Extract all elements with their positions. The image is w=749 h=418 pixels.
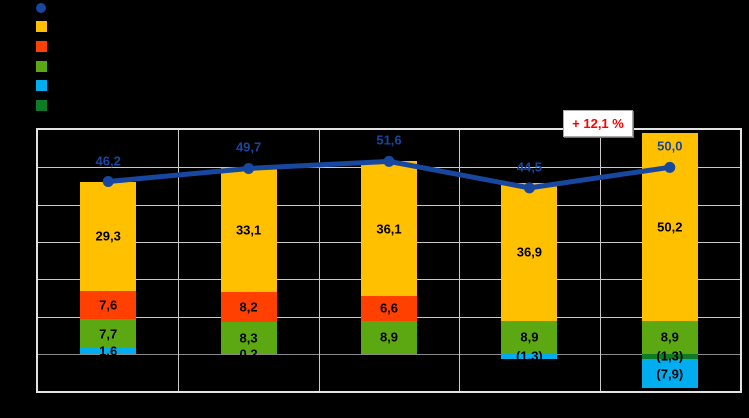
total-line-marker: [664, 161, 676, 173]
legend-marker-cyan-series: [36, 80, 47, 91]
zero-axis-line: [38, 354, 740, 355]
bar-segment-orange-red: [220, 291, 277, 323]
bar-segment-amber: [501, 183, 558, 321]
growth-annotation-badge: + 12,1 %: [563, 110, 633, 137]
bar-segment-label: 7,6: [99, 297, 118, 313]
bar-segment-label: 29,3: [95, 228, 121, 244]
bar-segment-cyan: [220, 353, 277, 355]
total-line-value-label: 44,5: [516, 159, 543, 175]
bar-segment-label: 8,3: [239, 330, 258, 346]
bar-segment-label: 8,2: [239, 299, 258, 315]
gridline-vertical: [599, 130, 601, 391]
bar-segment-label: 8,9: [660, 329, 679, 345]
total-line-marker: [383, 155, 395, 167]
bar-segment-green: [501, 320, 558, 354]
bar-segment-label: 0,2: [239, 346, 258, 362]
bar-segment-orange-red: [80, 290, 137, 320]
bar-segment-label: 1,6: [99, 343, 118, 359]
legend-marker-green-series: [36, 61, 47, 72]
bar-segment-dark-green: [641, 354, 698, 359]
bar-segment-green: [80, 319, 137, 348]
gridline-vertical: [459, 130, 461, 391]
bar-segment-orange-red: [361, 296, 417, 321]
total-line-marker: [243, 162, 255, 174]
bar-segment-label: (7,9): [656, 366, 684, 382]
gridline-vertical: [318, 130, 320, 391]
bar-segment-label: 8,9: [520, 329, 539, 345]
bar-segment-amber: [361, 161, 417, 297]
bar-segment-label: 50,2: [657, 219, 683, 235]
bar-segment-cyan: [641, 358, 698, 389]
bar-segment-green: [641, 320, 698, 354]
bar-segment-green: [220, 322, 277, 354]
bar-segment-cyan: [501, 354, 558, 359]
growth-annotation-text: + 12,1 %: [572, 116, 624, 131]
bar-segment-label: 8,9: [379, 329, 399, 345]
legend-marker-orange-red-series: [36, 41, 47, 52]
total-line-value-label: 46,2: [95, 153, 121, 169]
bar-segment-amber: [220, 168, 277, 292]
bar-segment-amber: [80, 181, 137, 291]
plot-area: 1,6 7,7 7,6 29,3 0,2 8,3 8,2 33,1 8,9 6,6 36,1 (1,3…: [36, 128, 742, 393]
total-line-marker: [102, 176, 114, 188]
legend-marker-total-line: [36, 3, 46, 13]
gridline-vertical: [178, 130, 180, 391]
bar-segment-label: (1,3): [516, 348, 543, 364]
total-line-value-label: 49,7: [235, 139, 262, 155]
bar-segment-label: 7,7: [99, 326, 118, 342]
bar-segment-cyan: [80, 348, 137, 354]
bar-segment-label: 33,1: [235, 222, 262, 238]
bar-segment-label: 36,1: [376, 221, 402, 237]
bar-segment-label: (1,3): [656, 348, 684, 364]
bar-segment-label: 6,6: [379, 300, 399, 316]
total-line-value-label: 50,0: [657, 138, 683, 154]
legend-marker-dark-green-series: [36, 100, 47, 111]
bar-segment-green: [361, 320, 417, 354]
bar-segment-label: 36,9: [516, 244, 543, 260]
legend-marker-amber-series: [36, 21, 47, 32]
total-line-value-label: 51,6: [376, 132, 402, 148]
total-line-marker: [523, 182, 535, 194]
total-line: [102, 155, 676, 194]
